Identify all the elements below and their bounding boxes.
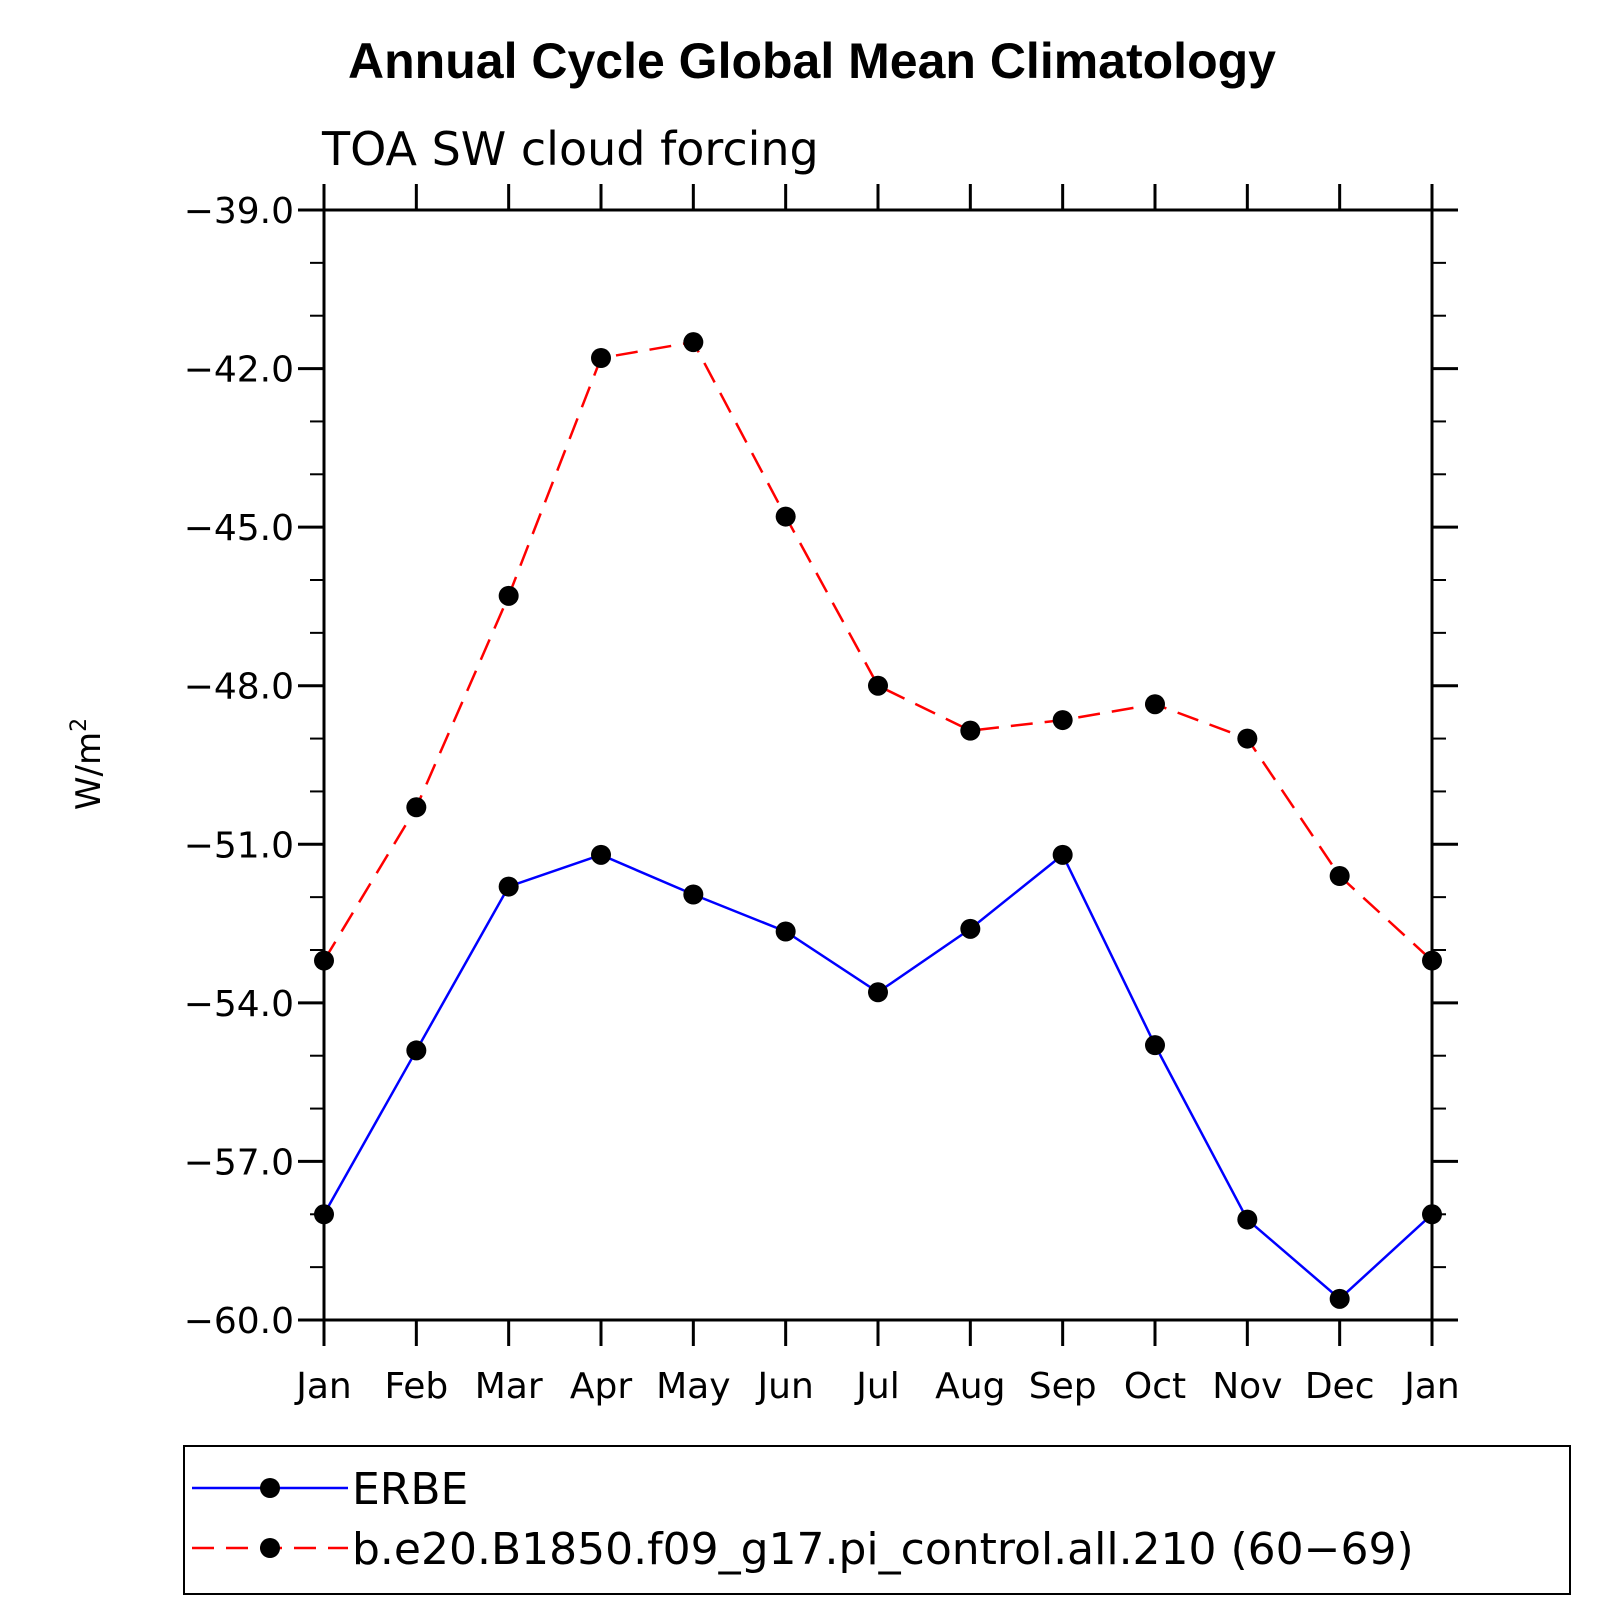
legend-marker — [260, 1538, 280, 1558]
tick-labels: Jan Feb Mar Apr May Jun Jul Aug Sep Oct Nov Dec Jan−… — [184, 191, 1460, 1407]
data-point — [1329, 866, 1350, 886]
x-tick-label: Aug — [935, 1366, 1005, 1407]
series-model — [314, 332, 1442, 971]
series-line — [322, 852, 1433, 1301]
data-point — [406, 797, 427, 818]
legend-box — [183, 1445, 1571, 1595]
y-tick-label: −39.0 — [184, 191, 294, 232]
data-point — [591, 348, 611, 368]
data-point — [868, 675, 888, 696]
x-tick-label: Oct — [1124, 1366, 1186, 1407]
y-tick-label: −42.0 — [184, 350, 294, 391]
x-tick-label: Dec — [1305, 1366, 1375, 1407]
y-tick-label: −54.0 — [184, 984, 294, 1025]
series-line — [322, 340, 1433, 962]
legend-item: ERBE — [192, 1464, 468, 1515]
data-point — [314, 950, 334, 971]
data-point — [498, 876, 519, 897]
chart-subtitle: TOA SW cloud forcing — [321, 122, 819, 176]
y-tick-label: −60.0 — [184, 1301, 294, 1342]
svg-text:W/m2: W/m2 — [67, 718, 109, 810]
data-point — [683, 884, 704, 905]
x-tick-label: Jan — [294, 1366, 352, 1407]
legend-label: b.e20.B1850.f09_g17.pi_control.all.210 (… — [352, 1524, 1414, 1575]
series-layer — [314, 332, 1442, 1309]
x-tick-label: Nov — [1212, 1366, 1282, 1407]
x-tick-label: May — [656, 1366, 730, 1407]
legend-item: b.e20.B1850.f09_g17.pi_control.all.210 (… — [192, 1524, 1414, 1575]
data-point — [1145, 694, 1165, 715]
y-tick-label: −57.0 — [184, 1142, 294, 1183]
x-tick-label: Jun — [756, 1366, 814, 1407]
y-tick-label: −51.0 — [184, 825, 294, 866]
data-point — [775, 506, 796, 527]
data-point — [591, 844, 611, 865]
x-tick-label: Mar — [475, 1366, 543, 1407]
data-point — [775, 921, 796, 942]
data-point — [314, 1204, 334, 1225]
x-tick-label: Jul — [854, 1366, 899, 1407]
legend-label: ERBE — [352, 1464, 468, 1515]
y-axis-label-superscript: 2 — [67, 718, 92, 732]
data-point — [1237, 728, 1258, 749]
data-point — [960, 918, 981, 939]
y-axis-label-base: W/m — [69, 732, 109, 810]
chart-title: Annual Cycle Global Mean Climatology — [348, 33, 1276, 89]
data-point — [1052, 844, 1073, 865]
x-tick-label: Sep — [1029, 1366, 1097, 1407]
data-point — [1237, 1209, 1258, 1230]
data-point — [406, 1040, 427, 1061]
y-tick-label: −48.0 — [184, 667, 294, 708]
y-tick-label: −45.0 — [184, 508, 294, 549]
x-tick-label: Feb — [384, 1366, 448, 1407]
data-point — [1422, 1204, 1442, 1225]
data-point — [960, 720, 981, 741]
data-point — [1052, 710, 1073, 731]
x-tick-label: Jan — [1402, 1366, 1460, 1407]
y-axis-label: W/m2 — [67, 718, 109, 810]
data-point — [1422, 950, 1442, 971]
series-erbe — [314, 844, 1442, 1309]
tick-marks — [298, 184, 1458, 1346]
data-point — [1145, 1035, 1165, 1056]
legend-marker — [260, 1478, 280, 1498]
legend: ERBE b.e20.B1850.f09_g17.pi_control.all.2… — [183, 1445, 1571, 1595]
legend-items: ERBE b.e20.B1850.f09_g17.pi_control.all.2… — [192, 1464, 1414, 1575]
data-point — [498, 585, 519, 606]
x-tick-label: Apr — [570, 1366, 632, 1407]
data-point — [868, 982, 888, 1003]
data-point — [1329, 1288, 1350, 1309]
data-point — [683, 332, 704, 353]
